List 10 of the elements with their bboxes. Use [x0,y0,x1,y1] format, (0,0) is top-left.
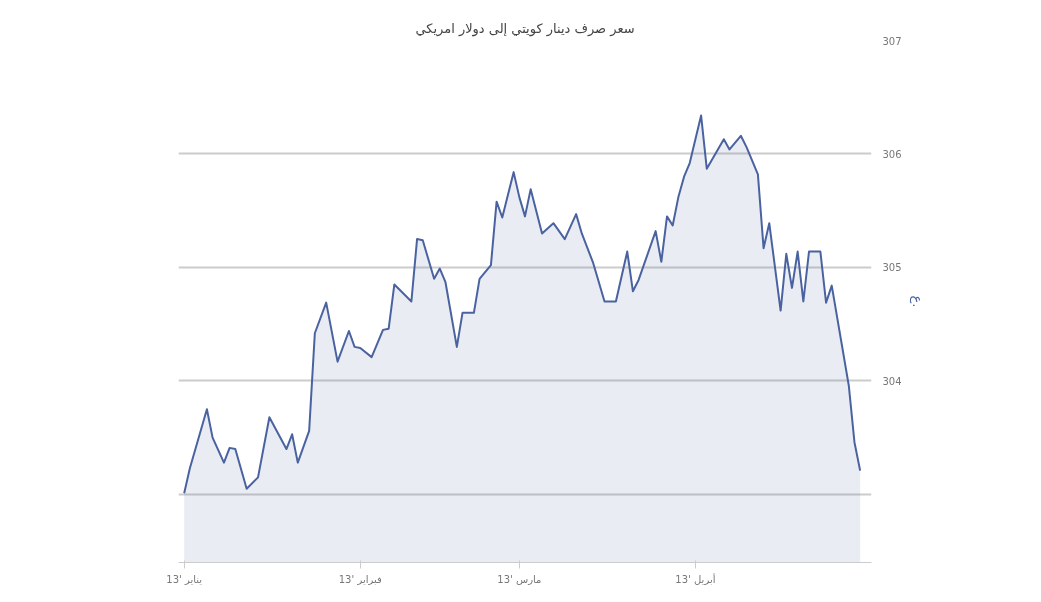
y-tick-label: 306 [882,148,902,160]
y-tick-label: 305 [882,262,902,274]
y-axis-title: ع. [908,295,925,308]
x-tick-label: يناير '13 [166,573,203,585]
y-tick-label: 304 [882,375,902,387]
y-tick-label: 307 [882,35,902,47]
x-tick-label: فبراير '13 [338,573,383,585]
chart-title: سعر صرف دينار كويتي إلى دولار امريكي [415,20,635,37]
x-tick-label: مارس '13 [497,573,542,585]
x-tick-label: أبريل '13 [675,572,716,585]
